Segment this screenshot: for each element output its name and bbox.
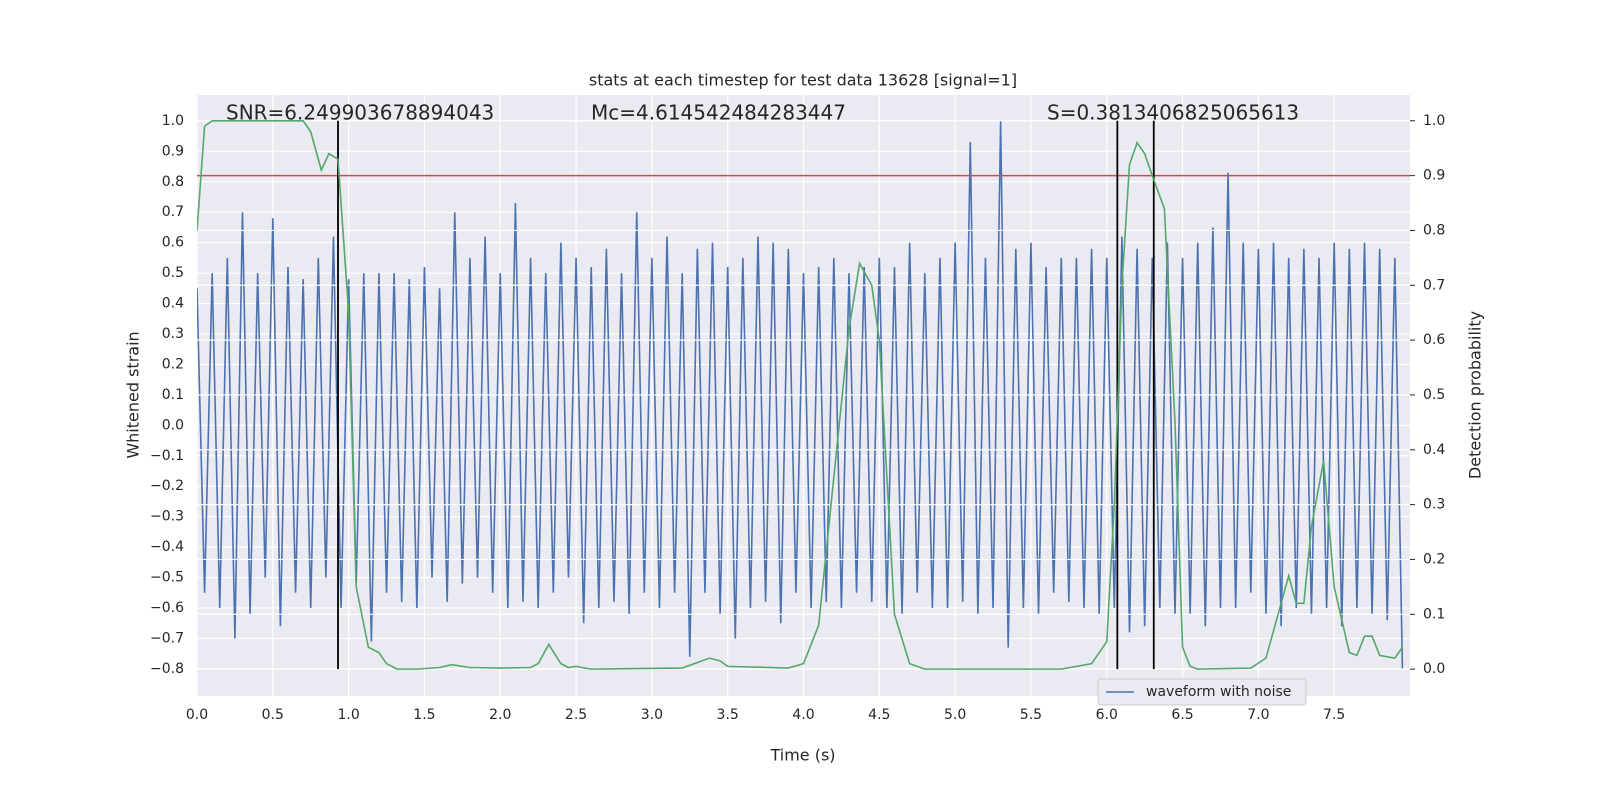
- x-tick-label: 7.5: [1323, 707, 1345, 723]
- y-tick-label: 0.6: [162, 235, 184, 251]
- y-tick-label: −0.1: [150, 448, 184, 464]
- y-tick-label: 0.0: [162, 417, 184, 433]
- y2-tick-label: 0.6: [1423, 332, 1445, 348]
- y2-tick-label: 0.9: [1423, 168, 1445, 184]
- x-tick-label: 4.0: [792, 707, 814, 723]
- x-tick-label: 7.0: [1247, 707, 1269, 723]
- y-tick-label: −0.8: [150, 661, 184, 677]
- y-tick-label: 0.4: [162, 296, 184, 312]
- y-tick-label: 0.2: [162, 356, 184, 372]
- y2-tick-label: 0.4: [1423, 442, 1445, 458]
- y-tick-label: 0.8: [162, 174, 184, 190]
- y-tick-label: 0.3: [162, 326, 184, 342]
- x-tick-label: 6.5: [1171, 707, 1193, 723]
- y2-tick-label: 0.5: [1423, 387, 1445, 403]
- data-line: [197, 120, 1404, 669]
- legend-box: [1097, 678, 1307, 706]
- y2-tick-label: 0.8: [1423, 222, 1445, 238]
- y-tick-label: −0.3: [150, 509, 184, 525]
- x-tick-label: 3.5: [717, 707, 739, 723]
- x-axis-label: Time (s): [769, 746, 835, 765]
- annotation: S=0.3813406825065613: [1047, 101, 1299, 125]
- y2-tick-label: 0.7: [1423, 277, 1445, 293]
- y-tick-label: 0.9: [162, 143, 184, 159]
- y-tick-label: 0.1: [162, 387, 184, 403]
- x-tick-label: 5.0: [944, 707, 966, 723]
- x-tick-label: 0.0: [186, 707, 208, 723]
- y-tick-label: 0.7: [162, 204, 184, 220]
- y-tick-label: 0.5: [162, 265, 184, 281]
- y-tick-label: −0.6: [150, 600, 184, 616]
- annotation: Mc=4.614542484283447: [591, 101, 846, 125]
- x-tick-label: 0.5: [262, 707, 284, 723]
- chart-title: stats at each timestep for test data 136…: [589, 71, 1017, 90]
- y2-tick-label: 0.0: [1423, 661, 1445, 677]
- y-tick-label: −0.5: [150, 570, 184, 586]
- x-tick-label: 3.0: [641, 707, 663, 723]
- legend-label: waveform with noise: [1146, 684, 1291, 700]
- y2-tick-label: 0.1: [1423, 606, 1445, 622]
- x-tick-label: 2.5: [565, 707, 587, 723]
- y-tick-label: 1.0: [162, 113, 184, 129]
- y2-axis-label: Detection probability: [1466, 311, 1485, 479]
- x-tick-label: 5.5: [1020, 707, 1042, 723]
- annotation: SNR=6.249903678894043: [226, 101, 494, 125]
- y-tick-label: −0.4: [150, 539, 184, 555]
- x-tick-label: 4.5: [868, 707, 890, 723]
- y2-tick-label: 0.3: [1423, 497, 1445, 513]
- y-axis-label: Whitened strain: [124, 331, 143, 458]
- x-tick-label: 1.5: [413, 707, 435, 723]
- x-tick-label: 2.0: [489, 707, 511, 723]
- y2-tick-label: 1.0: [1423, 113, 1445, 129]
- x-tick-label: 1.0: [337, 707, 359, 723]
- y-tick-label: −0.7: [150, 630, 184, 646]
- x-tick-label: 6.0: [1096, 707, 1118, 723]
- y2-tick-label: 0.2: [1423, 551, 1445, 567]
- data-line: [197, 119, 1404, 670]
- y-tick-label: −0.2: [150, 478, 184, 494]
